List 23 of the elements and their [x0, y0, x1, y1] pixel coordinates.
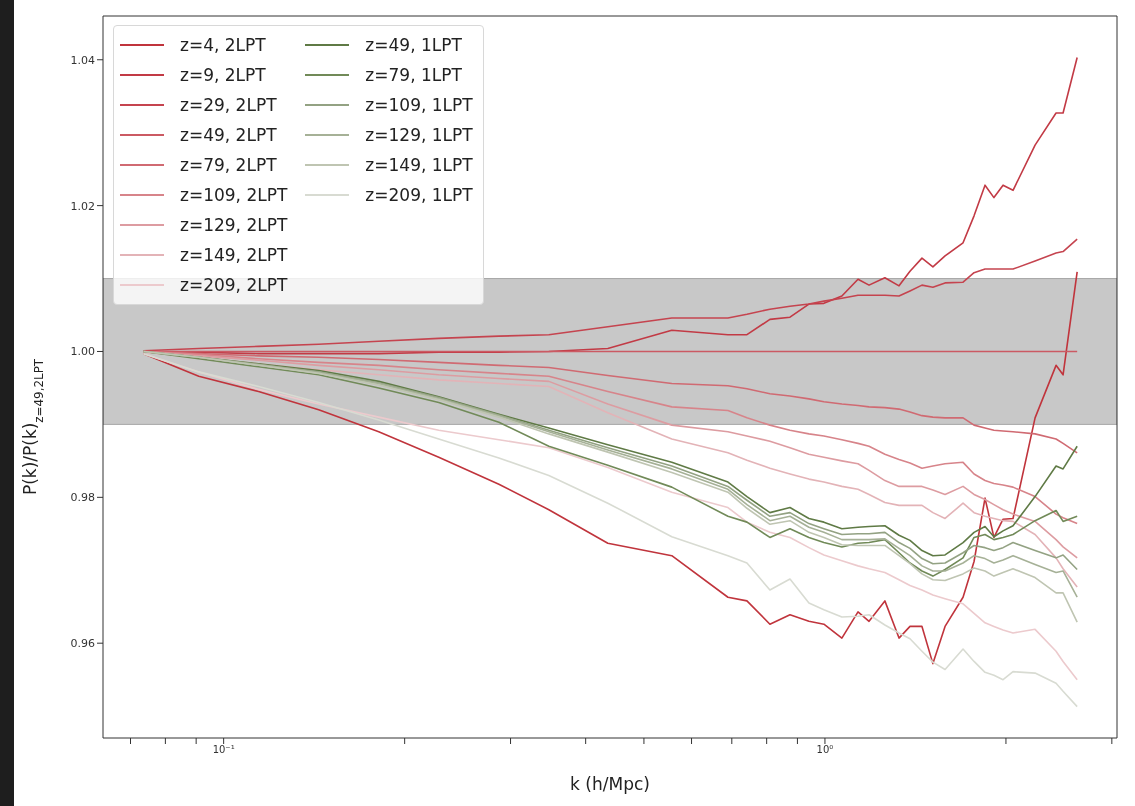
legend-label: z=9, 2LPT: [180, 65, 266, 85]
legend-label: z=109, 2LPT: [180, 185, 288, 205]
y-tick-label: 1.02: [70, 199, 95, 213]
x-tick-label: 10⁰: [816, 744, 834, 756]
legend-label: z=209, 1LPT: [365, 185, 473, 205]
legend-label: z=129, 2LPT: [180, 215, 288, 235]
legend-label: z=79, 2LPT: [180, 155, 277, 175]
y-tick-label: 1.00: [70, 345, 95, 359]
legend-label: z=79, 1LPT: [365, 65, 462, 85]
legend-label: z=49, 2LPT: [180, 125, 277, 145]
legend-label: z=109, 1LPT: [365, 95, 473, 115]
y-tick-label: 0.96: [70, 637, 95, 651]
legend-label: z=129, 1LPT: [365, 125, 473, 145]
x-axis-title: k (h/Mpc): [570, 774, 650, 794]
legend-label: z=149, 1LPT: [365, 155, 473, 175]
legend-label: z=4, 2LPT: [180, 35, 266, 55]
legend-label: z=209, 2LPT: [180, 275, 288, 295]
legend-label: z=29, 2LPT: [180, 95, 277, 115]
legend-label: z=49, 1LPT: [365, 35, 462, 55]
legend-label: z=149, 2LPT: [180, 245, 288, 265]
y-tick-label: 0.98: [70, 491, 95, 505]
y-tick-label: 1.04: [70, 53, 95, 67]
x-tick-label: 10⁻¹: [212, 744, 235, 756]
